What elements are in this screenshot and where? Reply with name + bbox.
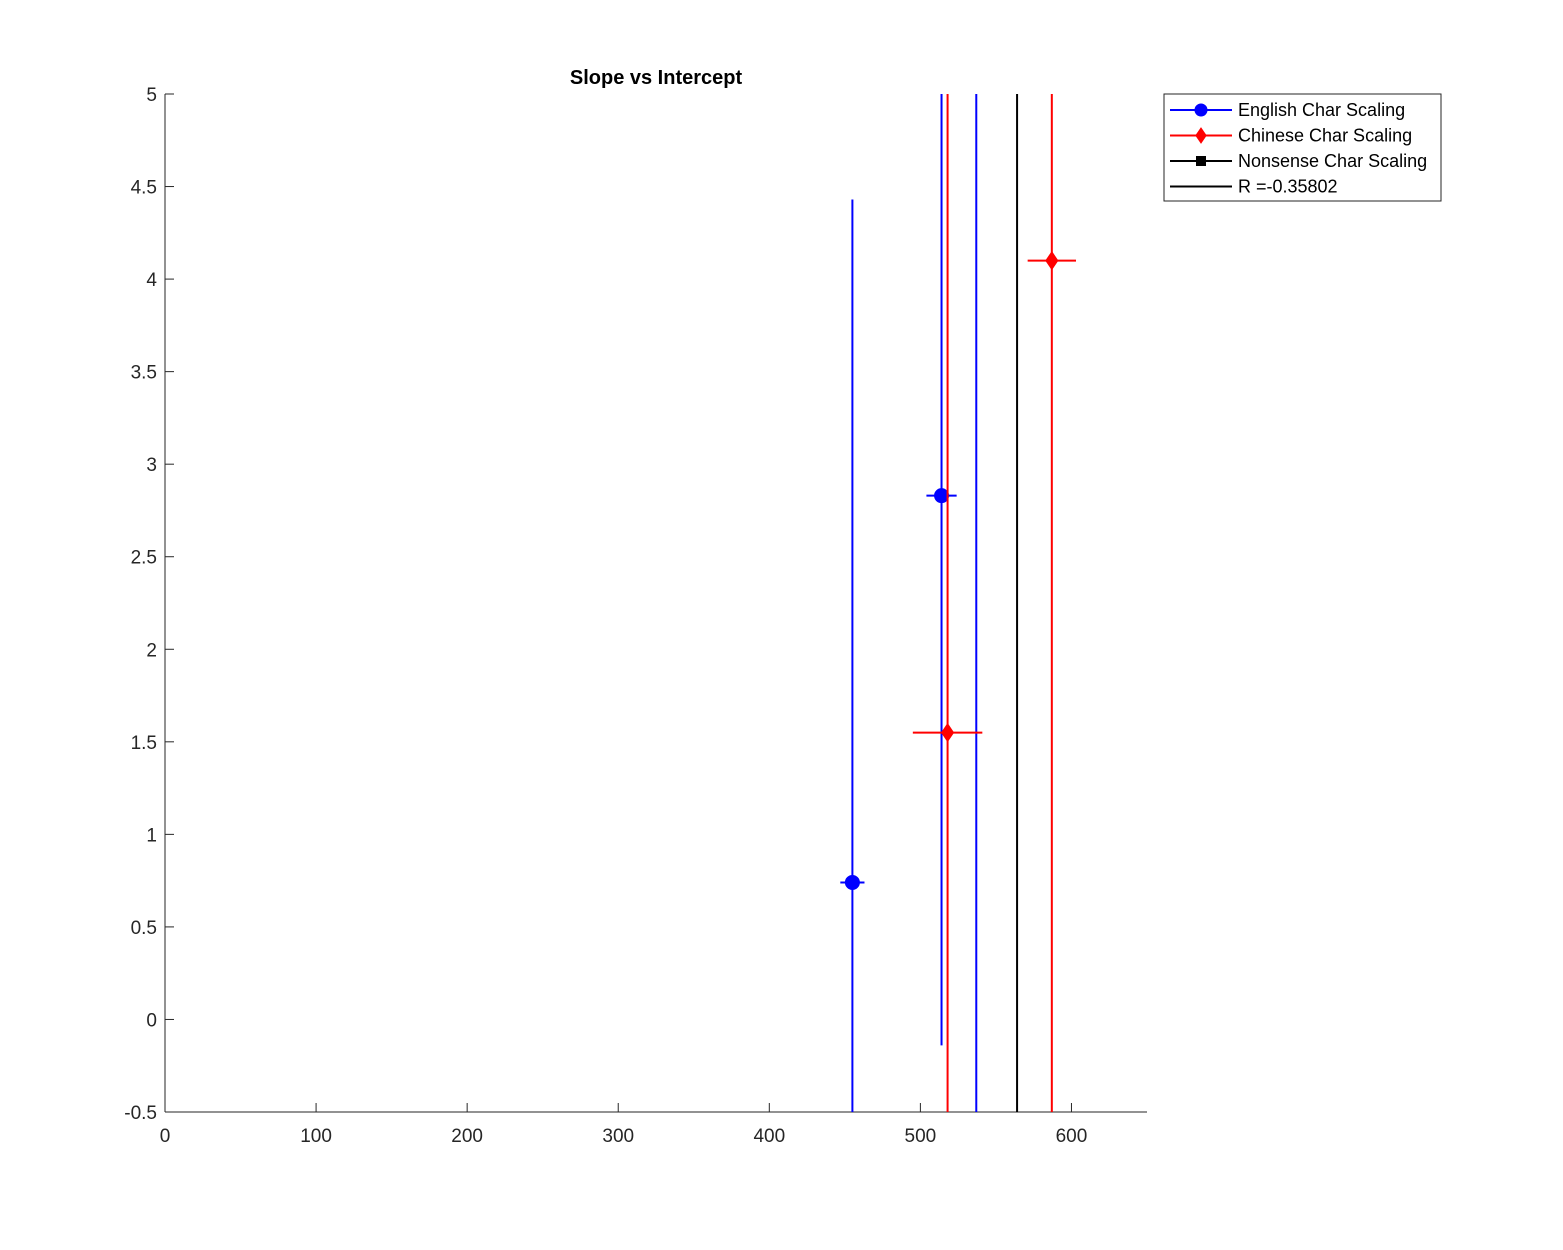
y-tick-label: 3.5 bbox=[131, 363, 157, 384]
x-tick-label: 300 bbox=[602, 1126, 634, 1147]
y-tick-label: 4 bbox=[146, 270, 157, 291]
series-1 bbox=[912, 94, 1076, 1112]
x-tick-label: 500 bbox=[905, 1126, 937, 1147]
x-tick-label: 400 bbox=[753, 1126, 785, 1147]
legend-item: Nonsense Char Scaling bbox=[1170, 151, 1427, 171]
legend-label: Nonsense Char Scaling bbox=[1238, 151, 1427, 171]
y-tick-label: 0.5 bbox=[131, 918, 157, 939]
legend-label: English Char Scaling bbox=[1238, 100, 1405, 120]
legend-label: Chinese Char Scaling bbox=[1238, 126, 1412, 146]
legend-swatch-marker bbox=[1195, 127, 1207, 144]
legend-box bbox=[1163, 93, 1442, 202]
data-point bbox=[941, 722, 955, 743]
plot-area bbox=[840, 94, 1076, 1112]
data-point bbox=[844, 874, 860, 890]
y-tick-label: 0 bbox=[146, 1010, 157, 1031]
y-tick-label: 5 bbox=[146, 85, 157, 106]
data-point bbox=[934, 488, 950, 504]
legend-swatch-marker bbox=[1196, 156, 1206, 166]
legend-item: Chinese Char Scaling bbox=[1170, 126, 1412, 146]
legend-item: R =-0.35802 bbox=[1170, 177, 1338, 197]
legend-label: R =-0.35802 bbox=[1238, 177, 1338, 197]
y-tick-label: 4.5 bbox=[131, 178, 157, 199]
y-tick-label: 3 bbox=[146, 455, 157, 476]
chart-title: Slope vs Intercept bbox=[570, 67, 743, 89]
x-tick-label: 200 bbox=[451, 1126, 483, 1147]
x-tick-label: 0 bbox=[160, 1126, 171, 1147]
legend-swatch-marker bbox=[1194, 103, 1208, 117]
legend-item: English Char Scaling bbox=[1170, 100, 1405, 120]
series-0 bbox=[840, 94, 978, 1112]
y-tick-label: 2 bbox=[146, 640, 157, 661]
axes: 0 100 200 300 400 500 600-0.500.511.522.533.54… bbox=[124, 85, 1147, 1147]
x-tick-label: 100 bbox=[300, 1126, 332, 1147]
y-tick-label: 2.5 bbox=[131, 548, 157, 569]
data-point bbox=[1045, 250, 1059, 271]
legend: English Char Scaling Chinese Char Scaling… bbox=[1163, 93, 1442, 202]
y-tick-label: -0.5 bbox=[124, 1103, 157, 1124]
y-tick-label: 1.5 bbox=[131, 733, 157, 754]
y-tick-label: 1 bbox=[146, 825, 157, 846]
x-tick-label: 600 bbox=[1056, 1126, 1088, 1147]
